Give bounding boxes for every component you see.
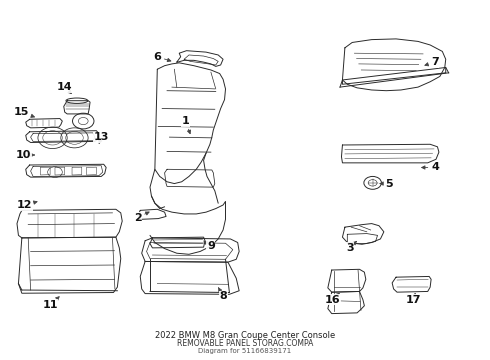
Text: Diagram for 51166839171: Diagram for 51166839171 bbox=[198, 348, 292, 355]
Text: 13: 13 bbox=[94, 132, 109, 143]
Text: 10: 10 bbox=[16, 150, 34, 160]
Text: 8: 8 bbox=[219, 288, 227, 301]
Text: 12: 12 bbox=[17, 200, 37, 210]
Text: 6: 6 bbox=[153, 52, 171, 62]
Text: 14: 14 bbox=[57, 82, 73, 94]
Text: 17: 17 bbox=[405, 293, 421, 305]
Text: 2022 BMW M8 Gran Coupe Center Console: 2022 BMW M8 Gran Coupe Center Console bbox=[155, 331, 335, 340]
Text: 15: 15 bbox=[13, 107, 34, 117]
Text: 3: 3 bbox=[346, 241, 356, 253]
Text: 1: 1 bbox=[182, 116, 191, 134]
Text: 11: 11 bbox=[42, 297, 59, 310]
Text: 9: 9 bbox=[204, 241, 215, 251]
Text: 4: 4 bbox=[422, 162, 439, 172]
Text: 5: 5 bbox=[380, 179, 392, 189]
Text: 2: 2 bbox=[134, 212, 149, 222]
Text: 7: 7 bbox=[425, 57, 439, 67]
Text: REMOVABLE PANEL STORAG.COMPA: REMOVABLE PANEL STORAG.COMPA bbox=[177, 339, 313, 348]
Text: 16: 16 bbox=[325, 293, 341, 305]
